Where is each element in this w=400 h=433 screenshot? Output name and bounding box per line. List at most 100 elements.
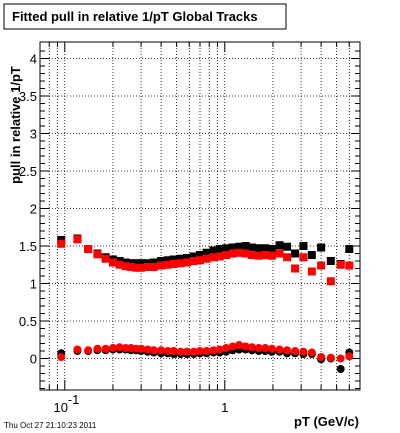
data-point-square xyxy=(169,255,178,264)
y-tick-label: 3 xyxy=(30,127,37,142)
data-point-circle xyxy=(345,352,354,361)
data-point-square xyxy=(299,242,308,250)
data-point-square xyxy=(115,260,124,269)
data-point-square xyxy=(261,244,270,253)
data-point-circle xyxy=(202,347,211,355)
data-point-square xyxy=(108,258,117,267)
data-point-circle xyxy=(93,344,102,353)
data-point-square xyxy=(261,251,270,259)
data-point-square xyxy=(241,249,250,258)
data-point-circle xyxy=(57,353,66,361)
data-point-circle xyxy=(73,345,82,354)
x-tick-labels: 10-1 1 xyxy=(54,392,229,415)
data-point-square xyxy=(283,242,292,251)
data-point-square xyxy=(182,254,191,262)
data-point-square xyxy=(93,250,102,259)
data-point-circle xyxy=(291,347,300,355)
data-point-square xyxy=(267,251,276,260)
data-point-square xyxy=(84,245,93,253)
axis-ticks xyxy=(39,42,361,390)
data-point-circle xyxy=(115,343,124,352)
data-point-circle xyxy=(143,345,152,354)
x-axis-label: pT (GeV/c) xyxy=(294,414,359,429)
data-point-circle xyxy=(254,344,263,352)
data-point-square xyxy=(189,257,198,265)
data-point-square xyxy=(307,251,316,259)
data-point-square xyxy=(163,260,172,269)
data-point-circle xyxy=(209,346,218,355)
data-point-square xyxy=(336,260,345,269)
data-point-square xyxy=(326,257,335,265)
data-point-square xyxy=(215,252,224,261)
data-point-circle xyxy=(307,348,316,357)
data-point-square xyxy=(235,242,244,251)
data-point-square xyxy=(157,257,166,265)
data-point-circle xyxy=(283,346,292,355)
data-point-square xyxy=(149,258,158,267)
data-point-circle xyxy=(121,344,130,352)
data-point-circle xyxy=(248,343,257,352)
data-point-square xyxy=(248,251,257,259)
data-point-circle xyxy=(261,344,270,352)
data-point-square xyxy=(101,254,110,263)
y-tick-label: 4 xyxy=(30,52,37,67)
data-point-circle xyxy=(241,342,250,351)
y-axis-label: pull in relative 1/pT xyxy=(8,66,23,184)
data-point-square xyxy=(137,263,146,272)
data-point-circle xyxy=(275,345,284,354)
timestamp: Thu Oct 27 21:10:23 2011 xyxy=(4,421,97,430)
y-tick-label: 0 xyxy=(30,352,37,367)
data-point-circle xyxy=(299,347,308,356)
data-point-square xyxy=(202,248,211,257)
data-point-square xyxy=(176,259,185,268)
data-point-square xyxy=(196,256,204,265)
data-point-square xyxy=(267,245,276,253)
data-point-square xyxy=(169,260,178,268)
data-point-circle xyxy=(108,344,117,352)
data-point-circle xyxy=(235,341,244,349)
data-point-square xyxy=(228,249,237,258)
data-point-square xyxy=(132,259,141,268)
data-point-square xyxy=(254,244,263,253)
data-point-square xyxy=(137,259,146,268)
data-point-square xyxy=(209,253,218,262)
data-point-circle xyxy=(169,347,178,355)
data-point-circle xyxy=(176,347,185,356)
data-point-square xyxy=(209,246,218,255)
data-point-square xyxy=(345,261,354,270)
y-tick-label: 1.5 xyxy=(19,239,37,254)
data-point-square xyxy=(317,261,326,270)
data-point-square xyxy=(228,243,237,252)
chart-title: Fitted pull in relative 1/pT Global Trac… xyxy=(12,9,258,24)
data-point-circle xyxy=(215,345,224,354)
data-point-circle xyxy=(189,347,198,356)
grid xyxy=(39,42,361,390)
y-tick-label: 1 xyxy=(30,277,37,292)
x-tick-label: 10 xyxy=(54,400,68,415)
data-point-square xyxy=(241,242,250,250)
chart-title-box xyxy=(3,3,287,30)
data-point-square xyxy=(254,251,263,260)
data-point-circle xyxy=(196,347,204,355)
data-point-square xyxy=(176,254,185,263)
data-point-square xyxy=(345,245,354,253)
data-point-circle xyxy=(157,346,166,355)
data-point-square xyxy=(222,251,231,259)
data-point-square xyxy=(291,249,300,258)
data-point-square xyxy=(291,264,300,273)
data-point-square xyxy=(275,249,284,258)
data-point-square xyxy=(248,243,257,252)
data-point-circle xyxy=(326,353,335,362)
data-point-square xyxy=(182,258,191,267)
data-point-square xyxy=(189,252,198,261)
y-tick-labels: 0 0.5 1 1.5 2 2.5 3 3.5 4 xyxy=(19,52,37,367)
data-point-square xyxy=(283,253,292,262)
y-tick-label: 2.5 xyxy=(19,164,37,179)
data-point-square xyxy=(317,243,326,252)
data-point-circle xyxy=(101,344,110,353)
x-tick-label: 1 xyxy=(221,400,228,415)
data-point-square xyxy=(121,262,130,271)
data-point-square xyxy=(235,248,244,257)
y-tick-label: 0.5 xyxy=(19,314,37,329)
